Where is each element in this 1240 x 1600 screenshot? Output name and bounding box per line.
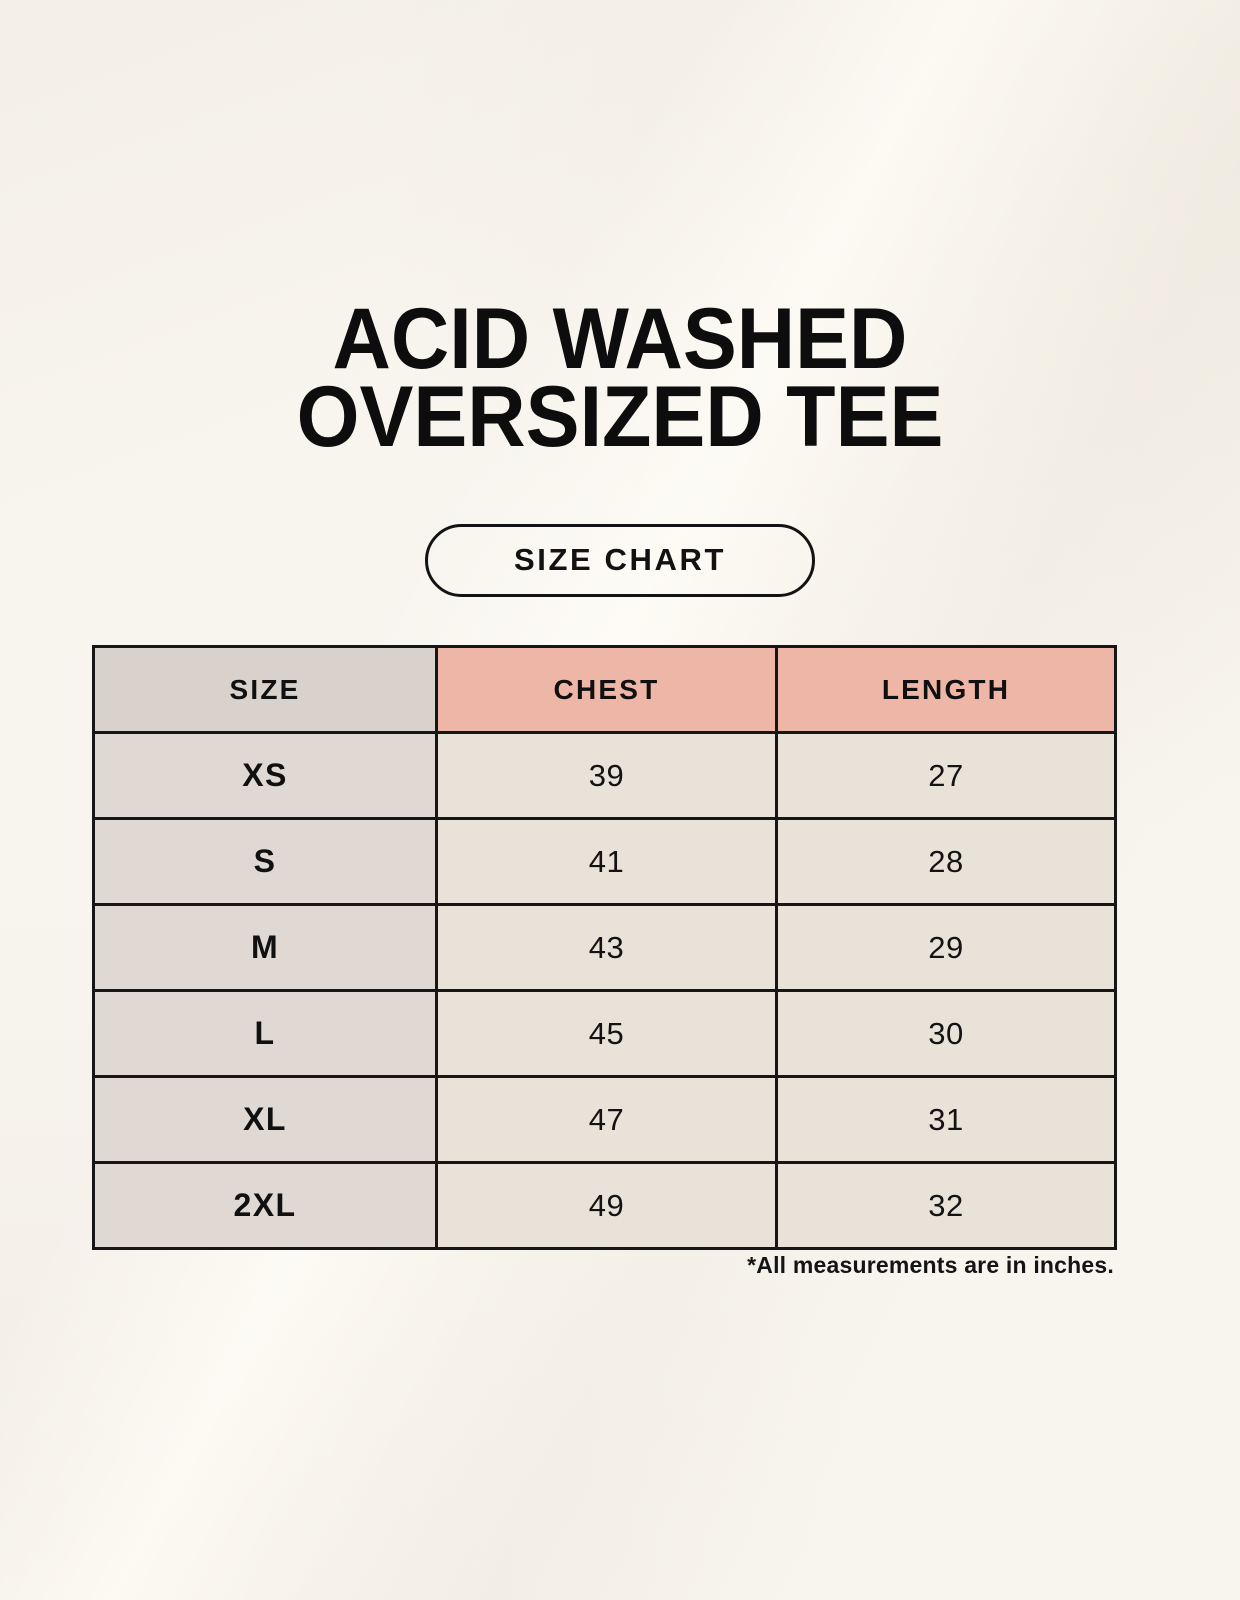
table-body: XS 39 27 S 41 28 M 43 29 L 45 30	[92, 731, 1117, 1250]
size-chart-badge: SIZE CHART	[425, 524, 815, 597]
cell-length: 27	[775, 731, 1117, 820]
table-row: XL 47 31	[92, 1075, 1117, 1164]
cell-size: M	[92, 903, 438, 992]
cell-size: L	[92, 989, 438, 1078]
table-row: S 41 28	[92, 817, 1117, 906]
column-header-length: LENGTH	[775, 645, 1117, 734]
cell-length: 28	[775, 817, 1117, 906]
table-row: XS 39 27	[92, 731, 1117, 820]
table-header-row: SIZE CHEST LENGTH	[92, 645, 1117, 734]
cell-chest: 45	[435, 989, 778, 1078]
size-table-container: SIZE CHEST LENGTH XS 39 27 S 41 28 M	[92, 645, 1117, 1250]
cell-length: 32	[775, 1161, 1117, 1250]
column-header-size: SIZE	[92, 645, 438, 734]
cell-length: 30	[775, 989, 1117, 1078]
page-title: ACID WASHED OVERSIZED TEE	[0, 291, 1240, 465]
cell-size: 2XL	[92, 1161, 438, 1250]
cell-chest: 39	[435, 731, 778, 820]
measurements-footnote: *All measurements are in inches.	[747, 1252, 1114, 1278]
table-row: L 45 30	[92, 989, 1117, 1078]
title-line-1: ACID WASHED	[332, 291, 908, 387]
column-header-chest: CHEST	[435, 645, 778, 734]
cell-length: 29	[775, 903, 1117, 992]
cell-chest: 43	[435, 903, 778, 992]
cell-size: XS	[92, 731, 438, 820]
cell-size: S	[92, 817, 438, 906]
badge-row: SIZE CHART	[0, 524, 1240, 597]
cell-chest: 41	[435, 817, 778, 906]
cell-length: 31	[775, 1075, 1117, 1164]
table-row: M 43 29	[92, 903, 1117, 992]
title-line-2: OVERSIZED TEE	[296, 369, 944, 465]
table-header: SIZE CHEST LENGTH	[92, 645, 1117, 734]
cell-chest: 47	[435, 1075, 778, 1164]
cell-size: XL	[92, 1075, 438, 1164]
table-row: 2XL 49 32	[92, 1161, 1117, 1250]
size-table: SIZE CHEST LENGTH XS 39 27 S 41 28 M	[92, 645, 1117, 1250]
cell-chest: 49	[435, 1161, 778, 1250]
